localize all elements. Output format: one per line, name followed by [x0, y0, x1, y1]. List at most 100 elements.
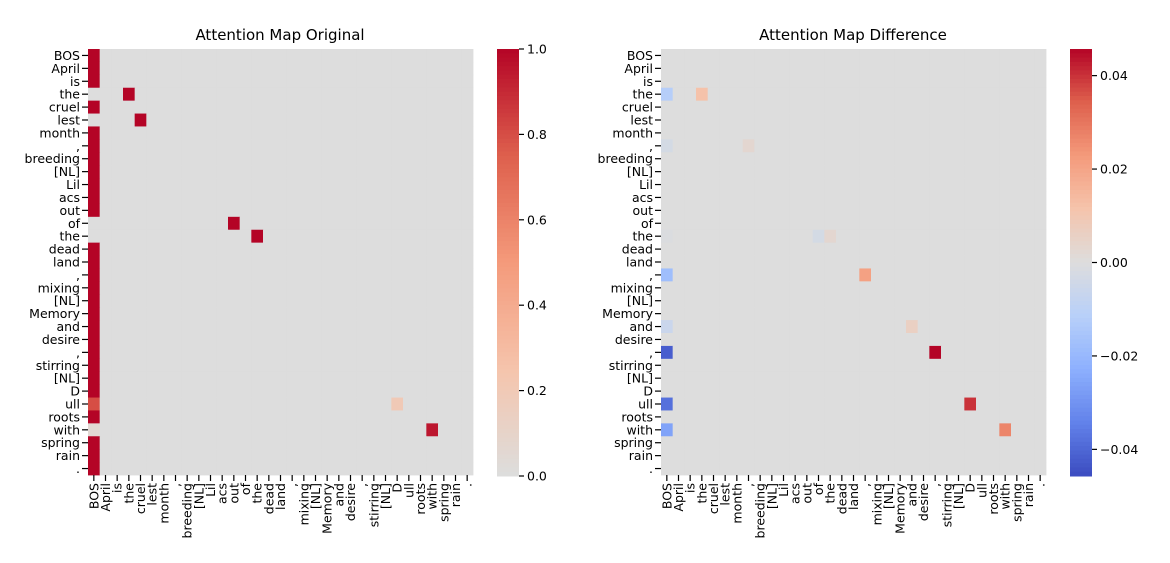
heatmap-cell — [1022, 100, 1035, 114]
heatmap-cell — [777, 152, 790, 166]
heatmap-cell — [356, 281, 369, 295]
heatmap-cell — [368, 191, 381, 205]
x-tick-label: desire — [343, 483, 358, 521]
heatmap-cell — [111, 255, 124, 269]
heatmap-cell — [941, 281, 954, 295]
heatmap-cell — [742, 320, 755, 334]
heatmap-cell — [414, 436, 427, 450]
heatmap-cell — [344, 358, 357, 373]
heatmap-cell — [719, 281, 732, 295]
heatmap-cell — [181, 255, 194, 269]
heatmap-cell — [193, 268, 206, 282]
heatmap-cell — [438, 191, 451, 205]
heatmap-cell — [882, 165, 895, 179]
heatmap-cell — [882, 229, 895, 244]
heatmap-cell — [403, 113, 416, 127]
heatmap-cell — [917, 216, 930, 231]
heatmap-cell — [777, 126, 790, 140]
colorbar-segment — [497, 437, 519, 443]
heatmap-cell — [123, 203, 136, 218]
heatmap-cell — [707, 61, 720, 76]
heatmap-cell — [719, 216, 732, 231]
heatmap-cell — [379, 423, 392, 437]
heatmap-cell — [801, 165, 814, 179]
heatmap-cell — [333, 216, 346, 231]
heatmap-cell — [426, 358, 439, 373]
heatmap-cell — [111, 100, 124, 114]
heatmap-cell — [882, 436, 895, 450]
heatmap-cell — [824, 333, 837, 347]
heatmap-cell — [707, 178, 720, 192]
heatmap-cell — [333, 436, 346, 450]
heatmap-cell — [707, 410, 720, 424]
y-tick-label: of — [68, 216, 81, 231]
heatmap-cell — [731, 255, 744, 269]
heatmap-cell — [403, 423, 416, 437]
colorbar-segment — [497, 202, 519, 208]
heatmap-cell — [426, 203, 439, 218]
heatmap-cell — [251, 333, 264, 347]
heatmap-cell — [731, 345, 744, 360]
heatmap-cell — [158, 203, 171, 218]
colorbar-segment — [497, 160, 519, 165]
x-tick-label: stirring — [366, 483, 381, 527]
heatmap-cell — [976, 345, 989, 360]
heatmap-cell — [696, 100, 709, 114]
heatmap-cell — [228, 397, 241, 411]
heatmap-cell — [123, 384, 136, 398]
heatmap-cell — [263, 371, 276, 386]
heatmap-cell — [146, 333, 159, 347]
colorbar-segment — [1070, 104, 1092, 110]
heatmap-cell — [999, 423, 1012, 437]
heatmap-cell — [449, 126, 462, 140]
heatmap-cell — [964, 126, 977, 140]
heatmap-cell — [766, 216, 779, 231]
heatmap-cell — [298, 242, 311, 256]
heatmap-cell — [929, 113, 942, 127]
heatmap-cell — [847, 268, 860, 282]
colorbar-segment — [1070, 57, 1092, 63]
heatmap-cell — [742, 294, 755, 308]
heatmap-cell — [146, 320, 159, 334]
colorbar-segment — [497, 454, 519, 460]
heatmap-cell — [403, 191, 416, 205]
heatmap-cell — [368, 87, 381, 102]
heatmap-cell — [1034, 165, 1047, 179]
heatmap-cell — [1034, 371, 1047, 386]
heatmap-cell — [169, 255, 182, 269]
heatmap-cell — [216, 216, 229, 231]
colorbar-segment — [1070, 61, 1092, 67]
heatmap-cell — [976, 462, 989, 476]
heatmap-cell — [449, 229, 462, 244]
heatmap-cell — [286, 294, 299, 308]
heatmap-cell — [379, 152, 392, 166]
heatmap-cell — [321, 255, 334, 269]
heatmap-cell — [438, 268, 451, 282]
heatmap-cell — [801, 345, 814, 360]
heatmap-cell — [812, 423, 825, 437]
heatmap-cell — [929, 307, 942, 321]
heatmap-cell — [952, 255, 965, 269]
heatmap-cell — [449, 294, 462, 308]
heatmap-cell — [169, 333, 182, 347]
heatmap-cell — [461, 242, 474, 256]
heatmap-cell — [181, 449, 194, 463]
heatmap-cell — [859, 345, 872, 360]
heatmap-cell — [987, 191, 1000, 205]
heatmap-cell — [754, 113, 767, 127]
heatmap-cell — [836, 268, 849, 282]
heatmap-cell — [661, 358, 674, 373]
heatmap-cell — [88, 371, 101, 386]
heatmap-cell — [134, 255, 147, 269]
heatmap-cell — [356, 216, 369, 231]
heatmap-cell — [123, 61, 136, 76]
heatmap-cell — [216, 397, 229, 411]
heatmap-cell — [987, 139, 1000, 153]
x-tick-label: out — [799, 483, 814, 504]
heatmap-cell — [929, 449, 942, 463]
heatmap-cell — [158, 397, 171, 411]
heatmap-cell — [1034, 113, 1047, 127]
heatmap-cell — [952, 203, 965, 218]
heatmap-cell — [871, 203, 884, 218]
heatmap-cell — [99, 113, 112, 127]
